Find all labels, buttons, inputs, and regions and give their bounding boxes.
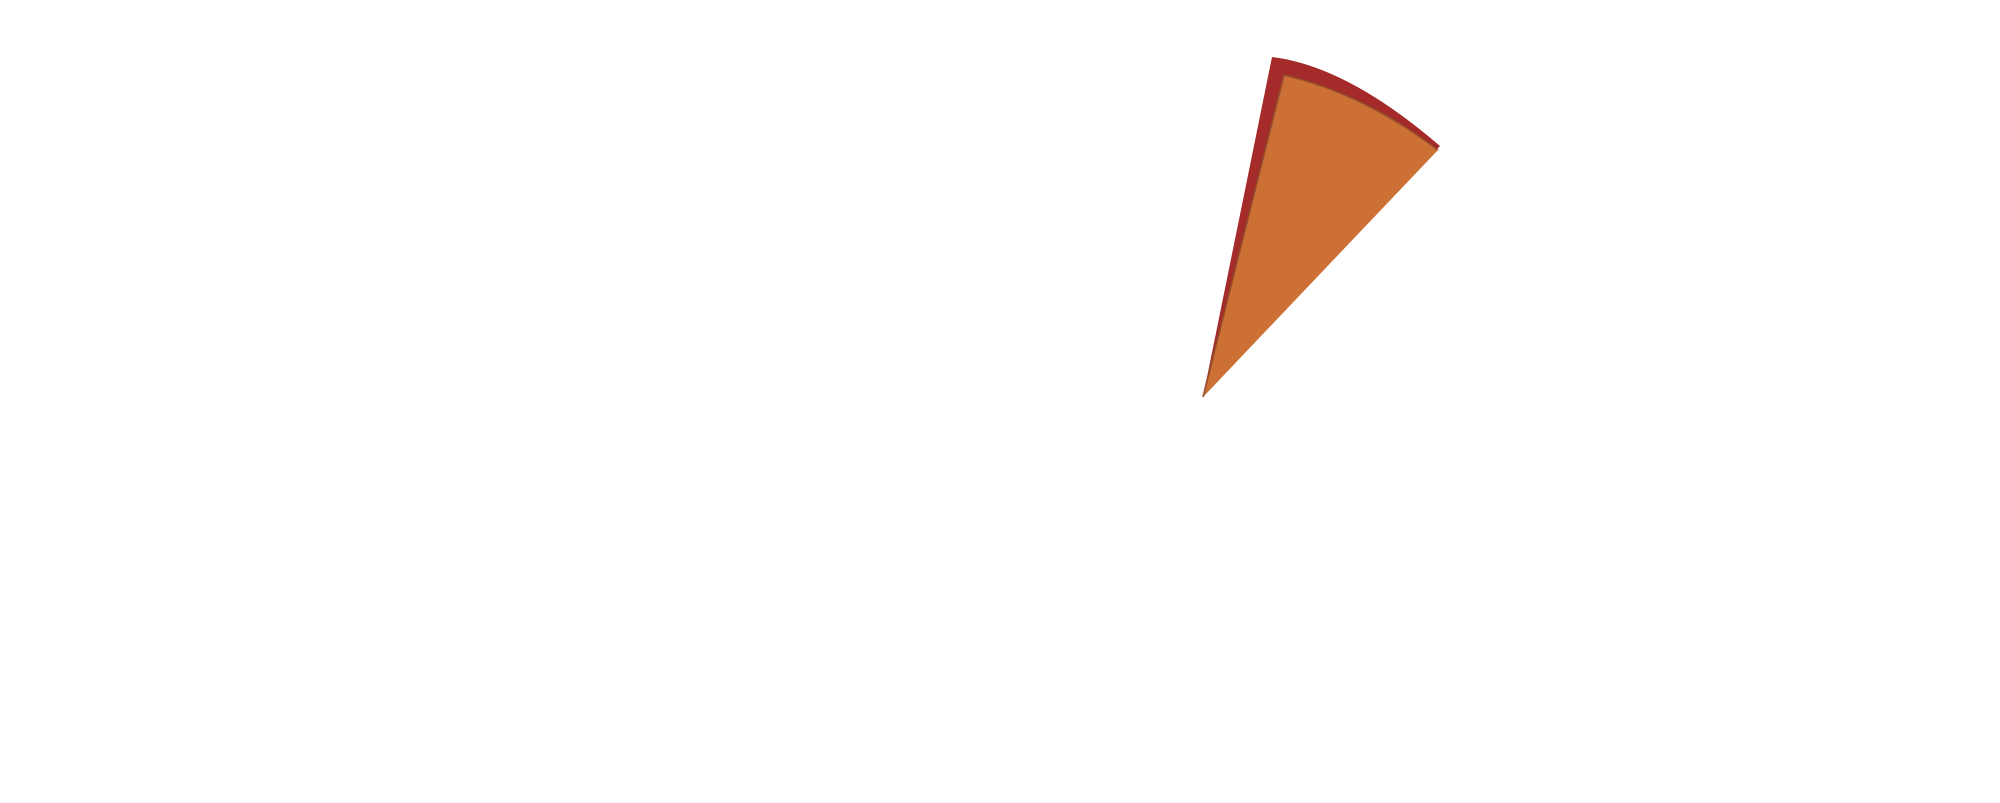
- pie-wedge-edge: [1202, 73, 1439, 398]
- pie-wedge-inner: [1203, 75, 1438, 397]
